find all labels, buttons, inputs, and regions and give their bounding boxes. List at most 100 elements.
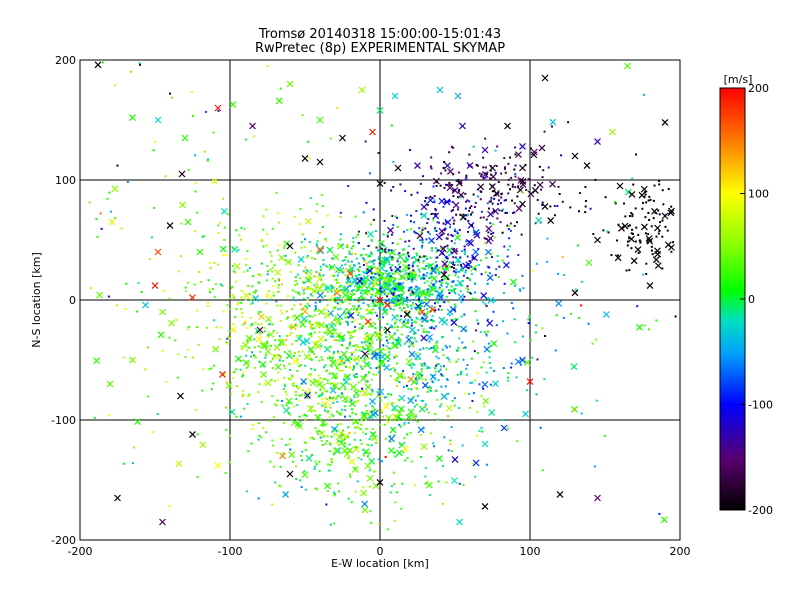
data-point-dot: [404, 318, 407, 321]
data-point-dot: [431, 315, 434, 318]
data-point-dot: [433, 195, 436, 198]
data-point-dot: [357, 230, 360, 233]
data-point-dot: [477, 322, 480, 325]
data-point-dot: [260, 401, 263, 404]
data-point-dot: [470, 273, 473, 276]
data-point-dot: [521, 191, 524, 194]
data-point-dot: [478, 429, 481, 432]
data-point-dot: [458, 270, 461, 273]
data-point-dot: [154, 140, 157, 143]
data-point-dot: [325, 370, 328, 373]
data-point-dot: [245, 367, 248, 370]
data-point-dot: [357, 306, 360, 309]
data-point-dot: [356, 344, 359, 347]
data-point-dot: [210, 367, 213, 370]
data-point-dot: [263, 326, 266, 329]
data-point-dot: [252, 275, 255, 278]
data-point-dot: [326, 214, 329, 217]
data-point-dot: [318, 395, 321, 398]
data-point-dot: [242, 323, 245, 326]
data-point-cross: [426, 333, 434, 341]
data-point-dot: [231, 286, 234, 289]
data-point-dot: [431, 305, 434, 308]
data-point-cross: [363, 361, 371, 368]
data-point-cross: [465, 238, 473, 246]
data-point-dot: [412, 291, 415, 294]
data-point-dot: [370, 341, 373, 344]
data-point-dot: [285, 443, 288, 446]
data-point-dot: [451, 399, 454, 402]
data-point-cross: [414, 162, 421, 170]
data-point-dot: [382, 303, 385, 306]
data-point-dot: [383, 263, 386, 266]
data-point-dot: [330, 335, 333, 338]
data-point-dot: [444, 169, 447, 172]
data-point-dot: [501, 419, 504, 422]
data-point-dot: [406, 296, 409, 299]
data-point-dot: [303, 271, 306, 274]
data-point-dot: [350, 357, 353, 360]
data-point-dot: [389, 435, 392, 438]
data-point-cross: [429, 306, 436, 314]
data-point-dot: [298, 365, 301, 368]
data-point-dot: [433, 201, 436, 204]
data-point-cross: [371, 280, 379, 287]
data-point-dot: [311, 350, 314, 353]
data-point-dot: [644, 193, 647, 196]
data-point-dot: [329, 406, 332, 409]
data-point-dot: [343, 310, 346, 313]
data-point-dot: [373, 303, 376, 306]
data-point-dot: [379, 275, 382, 278]
data-point-dot: [305, 256, 308, 259]
data-point-cross: [486, 234, 494, 242]
data-point-dot: [365, 269, 368, 272]
data-point-dot: [297, 291, 300, 294]
data-point-dot: [366, 443, 369, 446]
data-point-dot: [399, 425, 402, 428]
data-point-dot: [374, 323, 377, 326]
data-point-dot: [243, 228, 246, 231]
data-point-dot: [278, 335, 281, 338]
data-point-dot: [267, 298, 270, 301]
data-point-dot: [514, 284, 517, 287]
data-point-dot: [294, 251, 297, 254]
data-point-dot: [448, 291, 451, 294]
data-point-dot: [258, 360, 261, 363]
data-point-dot: [614, 200, 617, 203]
data-point-dot: [326, 435, 329, 438]
data-point-dot: [507, 376, 510, 379]
data-point-dot: [401, 289, 404, 292]
data-point-dot: [205, 326, 208, 329]
data-point-dot: [206, 159, 209, 162]
data-point-dot: [467, 291, 470, 294]
data-point-dot: [301, 382, 304, 385]
data-point-dot: [217, 263, 220, 266]
data-point-dot: [196, 211, 199, 214]
data-point-dot: [412, 262, 415, 265]
data-point-cross: [338, 334, 346, 342]
data-point-dot: [667, 187, 670, 190]
data-point-dot: [277, 378, 280, 381]
data-point-dot: [329, 463, 332, 466]
data-point-dot: [515, 376, 518, 379]
data-point-dot: [475, 329, 478, 332]
data-point-dot: [242, 393, 245, 396]
data-point-dot: [465, 240, 468, 243]
data-point-dot: [375, 373, 378, 376]
data-point-cross: [667, 209, 675, 217]
data-point-dot: [386, 234, 389, 237]
data-point-dot: [295, 394, 298, 397]
data-point-dot: [473, 205, 476, 208]
data-point-dot: [266, 340, 269, 343]
data-point-dot: [362, 454, 365, 457]
data-point-dot: [419, 323, 422, 326]
data-point-dot: [296, 387, 299, 390]
data-point-dot: [360, 315, 363, 318]
data-point-cross: [225, 382, 233, 389]
data-point-dot: [630, 212, 633, 215]
data-point-dot: [443, 436, 446, 439]
data-point-cross: [318, 321, 325, 329]
data-point-dot: [428, 340, 431, 343]
data-point-dot: [321, 423, 324, 426]
data-point-dot: [187, 169, 190, 172]
